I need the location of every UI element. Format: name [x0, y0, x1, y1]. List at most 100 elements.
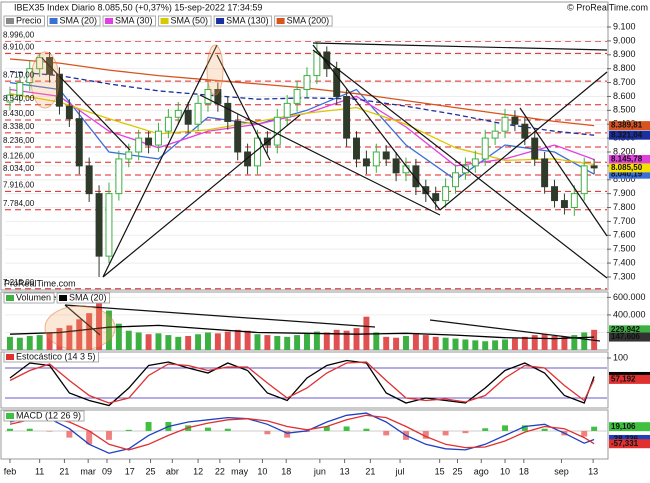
value-tag-label: 8.321,04 [611, 130, 643, 139]
volume-bar [135, 332, 142, 350]
trend-line [429, 319, 601, 342]
x-tick-label: 18 [281, 466, 291, 476]
histogram-bar [264, 430, 271, 435]
value-tag-label: 229.942 [611, 325, 640, 334]
candle-body [105, 193, 113, 257]
x-tick-label: jun [313, 466, 326, 476]
y-tick-label: 7.500 [613, 244, 636, 254]
candle-body [392, 158, 400, 174]
trend-line [199, 94, 441, 216]
volume-bar [264, 335, 271, 350]
volume-bar [561, 336, 568, 350]
volume-bar [244, 330, 251, 350]
x-tick-label: 25 [452, 466, 462, 476]
legend-box [3, 292, 55, 304]
trend-line [439, 71, 608, 211]
y-tick-label: 8.200 [613, 146, 636, 156]
level-label: 8.910,00 [3, 43, 35, 52]
level-label: 8.430,00 [3, 109, 35, 118]
histogram-bar [422, 430, 429, 439]
level-label: 8.710,00 [3, 70, 35, 79]
candle-body [224, 102, 232, 122]
y-tick-label: 8.800 [613, 63, 636, 73]
highlight [44, 305, 116, 351]
candle-body [283, 102, 291, 118]
candle-body [551, 186, 558, 202]
legend-box [102, 15, 157, 27]
volume-bar [412, 334, 419, 350]
candle-body [16, 82, 24, 96]
candle-body [541, 158, 549, 188]
histogram-bar [502, 425, 508, 431]
volume-bar [373, 332, 380, 350]
volume-bar [224, 331, 231, 350]
candle-body [452, 172, 459, 188]
x-tick-label: abr [166, 466, 179, 476]
volume-bar [145, 334, 152, 350]
x-tick-label: 13 [340, 466, 350, 476]
volume-bar [383, 336, 390, 350]
chart-title: IBEX35 Index Diario 8.085,50 (+0,37%) 15… [14, 2, 262, 12]
highlight [206, 44, 224, 96]
candle-body [461, 165, 469, 174]
histogram-bar [86, 430, 93, 445]
volume-bar [521, 336, 528, 350]
y-tick-label: 7.800 [613, 202, 636, 212]
value-tag [609, 439, 650, 449]
candle-body [362, 158, 370, 167]
x-tick-label: 10 [257, 466, 267, 476]
histogram-bar [46, 430, 53, 432]
volume-bar [16, 337, 23, 350]
volume-bar [551, 335, 558, 350]
x-tick-label: 10 [500, 466, 510, 476]
candle-body [244, 151, 252, 167]
candle-body [55, 73, 63, 107]
y-tick-label: 8.000 [613, 174, 636, 184]
candle-body [204, 89, 212, 104]
legend-swatch [49, 18, 58, 24]
volume-bar [304, 333, 310, 350]
x-tick-label: 18 [519, 466, 529, 476]
legend-swatch [59, 295, 68, 301]
candle-body [303, 75, 311, 91]
legend-box [56, 292, 111, 304]
level-label: 8.540,00 [3, 94, 35, 103]
legend-label: SMA (20) [60, 15, 98, 25]
volume-bar [541, 334, 548, 350]
volume-bar [502, 339, 508, 350]
x-tick-label: 22 [215, 466, 225, 476]
x-tick-label: jul [395, 466, 405, 476]
macd-panel [0, 409, 609, 460]
volume-bar [36, 335, 43, 350]
histogram-bar [462, 430, 469, 434]
legend-swatch [6, 18, 14, 24]
candle-body [521, 123, 529, 139]
histogram-bar [224, 428, 231, 431]
value-tag-label: 8.040,19 [611, 169, 643, 178]
series-line [9, 412, 595, 454]
candle-body [343, 95, 351, 139]
overlay: IBEX35 Index Diario 8.085,50 (+0,37%) 15… [3, 2, 650, 476]
candle-body [432, 193, 440, 202]
legend-label: SMA (200) [287, 15, 330, 25]
y-tick-label: 9.100 [613, 21, 636, 31]
candle-body [75, 118, 83, 167]
y-tick-label: 8.700 [613, 77, 636, 87]
x-tick-label: 09 [102, 466, 112, 476]
value-tag-label: 19,106 [611, 422, 636, 431]
volume-bar [462, 339, 469, 350]
x-tick-label: may [231, 466, 249, 476]
trend-line [64, 304, 376, 328]
volume-bar [86, 313, 93, 350]
legend-label: Precio [16, 15, 42, 25]
candle-body [135, 137, 143, 153]
volume-bar [353, 328, 360, 350]
trend-line [312, 44, 441, 211]
trend-lines [30, 42, 608, 351]
volume-bar [403, 335, 409, 350]
volume-bar [511, 338, 518, 350]
candle-body [313, 51, 321, 77]
value-tag-label: 8.085,50 [611, 163, 643, 172]
x-tick-label: mar [80, 466, 96, 476]
volume-bar [214, 333, 221, 350]
